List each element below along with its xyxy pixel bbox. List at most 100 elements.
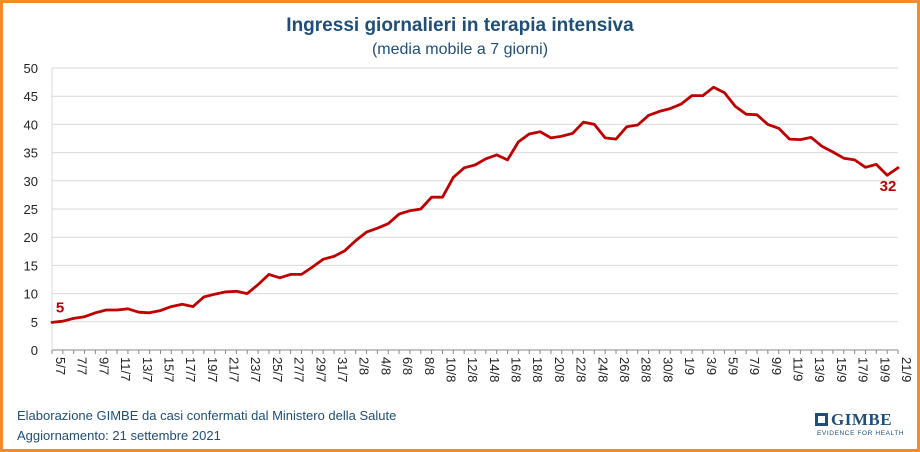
- x-tick-label: 23/7: [248, 357, 263, 382]
- data-point: [246, 292, 249, 295]
- x-tick-label: 5/7: [53, 357, 68, 375]
- data-point: [571, 132, 574, 135]
- data-point: [799, 138, 802, 141]
- data-point: [549, 136, 553, 140]
- data-point: [419, 207, 422, 211]
- data-point: [256, 283, 260, 286]
- x-tick-label: 26/8: [617, 357, 632, 382]
- data-point: [820, 145, 824, 148]
- data-point: [289, 273, 292, 276]
- data-point: [810, 136, 813, 139]
- data-point: [332, 255, 336, 258]
- x-tick-label: 16/8: [509, 357, 524, 382]
- y-tick-label: 30: [24, 174, 38, 189]
- data-point: [853, 158, 856, 162]
- data-point: [701, 94, 704, 97]
- line-chart: 0 5 10 15 20 25 30 35 40 45 50 5/7 7/7 9/7 11/7 13/7 15/…: [24, 61, 914, 382]
- gimbe-logo-name: GIMBE: [831, 410, 893, 429]
- x-tick-label: 5/9: [725, 357, 740, 375]
- data-point: [885, 173, 889, 177]
- x-tick-label: 9/7: [96, 357, 111, 375]
- x-tick-label: 6/8: [400, 357, 415, 375]
- x-tick-label: 27/7: [292, 357, 307, 382]
- data-point: [755, 113, 759, 117]
- data-point: [94, 311, 97, 314]
- data-point: [267, 273, 271, 276]
- x-tick-label: 29/7: [313, 357, 328, 382]
- y-tick-label: 35: [24, 146, 38, 161]
- data-point: [202, 295, 206, 299]
- x-tick-label: 10/8: [443, 357, 458, 382]
- data-point: [831, 150, 835, 154]
- series-line: [50, 85, 900, 324]
- x-tick-label: 19/7: [205, 357, 220, 382]
- data-point: [115, 308, 119, 312]
- data-point: [842, 157, 845, 160]
- y-tick-label: 20: [24, 230, 38, 245]
- x-tick-label: 24/8: [595, 357, 610, 382]
- x-tick-label: 18/8: [530, 357, 545, 382]
- data-point: [625, 125, 629, 128]
- data-point: [560, 135, 563, 138]
- chart-title: Ingressi giornalieri in terapia intensiv…: [286, 15, 634, 36]
- source-note: Elaborazione GIMBE da casi confermati da…: [17, 408, 397, 423]
- y-tick-label: 0: [31, 343, 38, 358]
- x-tick-label: 22/8: [574, 357, 589, 382]
- gimbe-logo-tagline: EVIDENCE FOR HEALTH: [817, 430, 905, 437]
- data-point: [864, 166, 867, 169]
- data-point: [462, 166, 466, 170]
- data-point: [636, 123, 639, 127]
- gimbe-logo-icon: [815, 413, 828, 426]
- data-point: [408, 209, 412, 212]
- x-tick-label: 7/7: [75, 357, 90, 375]
- data-point: [430, 195, 433, 199]
- x-tick-label: 2/8: [357, 357, 372, 375]
- chart-subtitle: (media mobile a 7 giorni): [371, 41, 549, 58]
- data-point: [278, 276, 281, 280]
- x-tick-label: 25/7: [270, 357, 285, 382]
- data-point: [712, 85, 715, 89]
- data-point: [777, 127, 780, 130]
- x-tick-label: 30/8: [660, 357, 675, 382]
- x-tick-label: 19/9: [877, 357, 892, 382]
- x-tick-label: 11/7: [118, 357, 133, 381]
- x-tick-label: 4/8: [378, 357, 393, 375]
- x-tick-label: 21/9: [899, 357, 914, 382]
- x-tick-label: 14/8: [487, 357, 502, 382]
- data-point: [50, 321, 54, 324]
- y-tick-label: 10: [24, 287, 38, 302]
- x-tick-label: 1/9: [682, 357, 697, 375]
- data-point: [321, 257, 325, 261]
- y-tick-label: 5: [31, 315, 38, 330]
- data-point: [506, 158, 509, 162]
- data-point: [387, 222, 390, 225]
- data-point: [517, 140, 520, 144]
- data-point: [582, 120, 585, 124]
- y-tick-label: 40: [24, 117, 38, 132]
- gimbe-logo: GIMBE EVIDENCE FOR HEALTH: [815, 410, 911, 441]
- x-tick-label: 7/9: [747, 357, 762, 375]
- data-point: [354, 239, 357, 242]
- data-point: [235, 290, 238, 293]
- data-point: [734, 105, 737, 108]
- data-point: [126, 307, 130, 311]
- data-point: [603, 136, 607, 140]
- data-point: [528, 132, 531, 136]
- data-point: [723, 91, 726, 95]
- x-tick-label: 11/9: [791, 357, 806, 381]
- data-point: [744, 113, 748, 116]
- data-point: [614, 137, 618, 141]
- x-tick-label: 9/9: [769, 357, 784, 375]
- data-point: [538, 130, 542, 133]
- x-tick-label: 8/8: [422, 357, 437, 375]
- y-tick-label: 50: [24, 61, 38, 76]
- data-point: [61, 320, 65, 323]
- data-point: [72, 317, 75, 320]
- data-point: [452, 176, 455, 179]
- x-tick-label: 28/8: [639, 357, 654, 382]
- update-date: Aggiornamento: 21 settembre 2021: [17, 428, 221, 443]
- data-point: [647, 114, 650, 117]
- data-point: [690, 94, 694, 97]
- y-tick-label: 15: [24, 258, 38, 273]
